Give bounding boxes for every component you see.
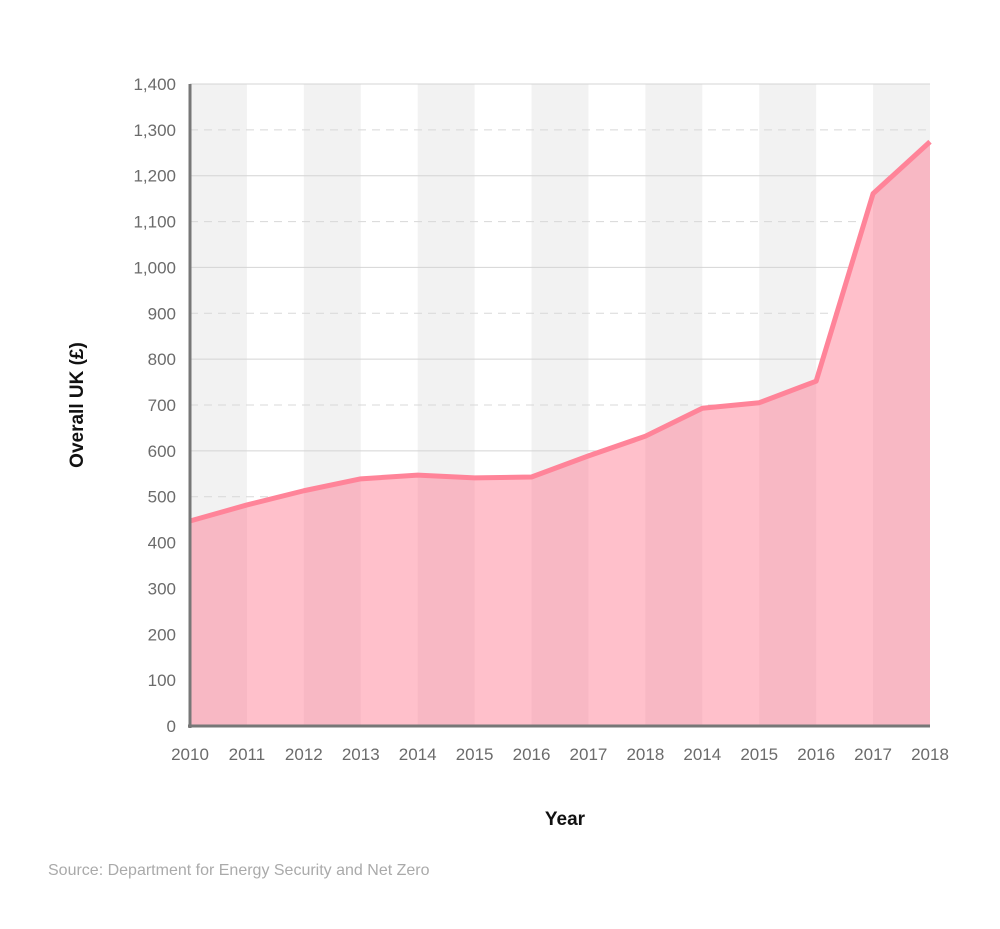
- x-tick-label: 2018: [911, 745, 949, 764]
- x-tick-label: 2011: [229, 745, 266, 764]
- y-tick-label: 1,400: [133, 75, 176, 94]
- x-tick-label: 2014: [399, 745, 437, 764]
- y-tick-label: 100: [148, 671, 176, 690]
- y-tick-label: 1,000: [133, 258, 176, 277]
- y-tick-label: 0: [167, 717, 176, 736]
- x-tick-label: 2017: [854, 745, 892, 764]
- area-band-shade: [531, 455, 589, 726]
- y-tick-label: 300: [148, 579, 176, 598]
- area-band-shade: [873, 141, 930, 726]
- y-tick-label: 700: [148, 396, 176, 415]
- x-axis-title: Year: [545, 809, 586, 830]
- area-band-shade: [645, 408, 703, 726]
- series-line: [189, 139, 932, 524]
- x-tick-label: 2018: [626, 745, 664, 764]
- x-tick-label: 2017: [570, 745, 608, 764]
- y-tick-label: 500: [148, 488, 176, 507]
- x-tick-label: 2016: [797, 745, 835, 764]
- y-tick-label: 1,200: [133, 167, 176, 186]
- area-fill: [190, 141, 930, 726]
- x-tick-label: 2014: [683, 745, 721, 764]
- y-tick-label: 400: [148, 534, 176, 553]
- x-tick-label: 2015: [456, 745, 494, 764]
- x-tick-label: 2010: [171, 745, 209, 764]
- y-tick-label: 1,300: [133, 121, 176, 140]
- y-tick-label: 600: [148, 442, 176, 461]
- x-tick-label: 2013: [342, 745, 380, 764]
- area-band-shade: [303, 478, 361, 726]
- area-band-shade: [417, 475, 475, 726]
- source-note: Source: Department for Energy Security a…: [48, 862, 430, 879]
- x-tick-label: 2012: [285, 745, 323, 764]
- y-axis-title: Overall UK (£): [67, 342, 88, 468]
- area-band-shade: [759, 381, 817, 726]
- y-tick-label: 900: [148, 304, 176, 323]
- y-tick-label: 800: [148, 350, 176, 369]
- y-tick-label: 1,100: [133, 213, 176, 232]
- x-tick-label: 2016: [513, 745, 551, 764]
- area-band-shade: [190, 504, 247, 726]
- y-tick-label: 200: [148, 625, 176, 644]
- x-tick-label: 2015: [740, 745, 778, 764]
